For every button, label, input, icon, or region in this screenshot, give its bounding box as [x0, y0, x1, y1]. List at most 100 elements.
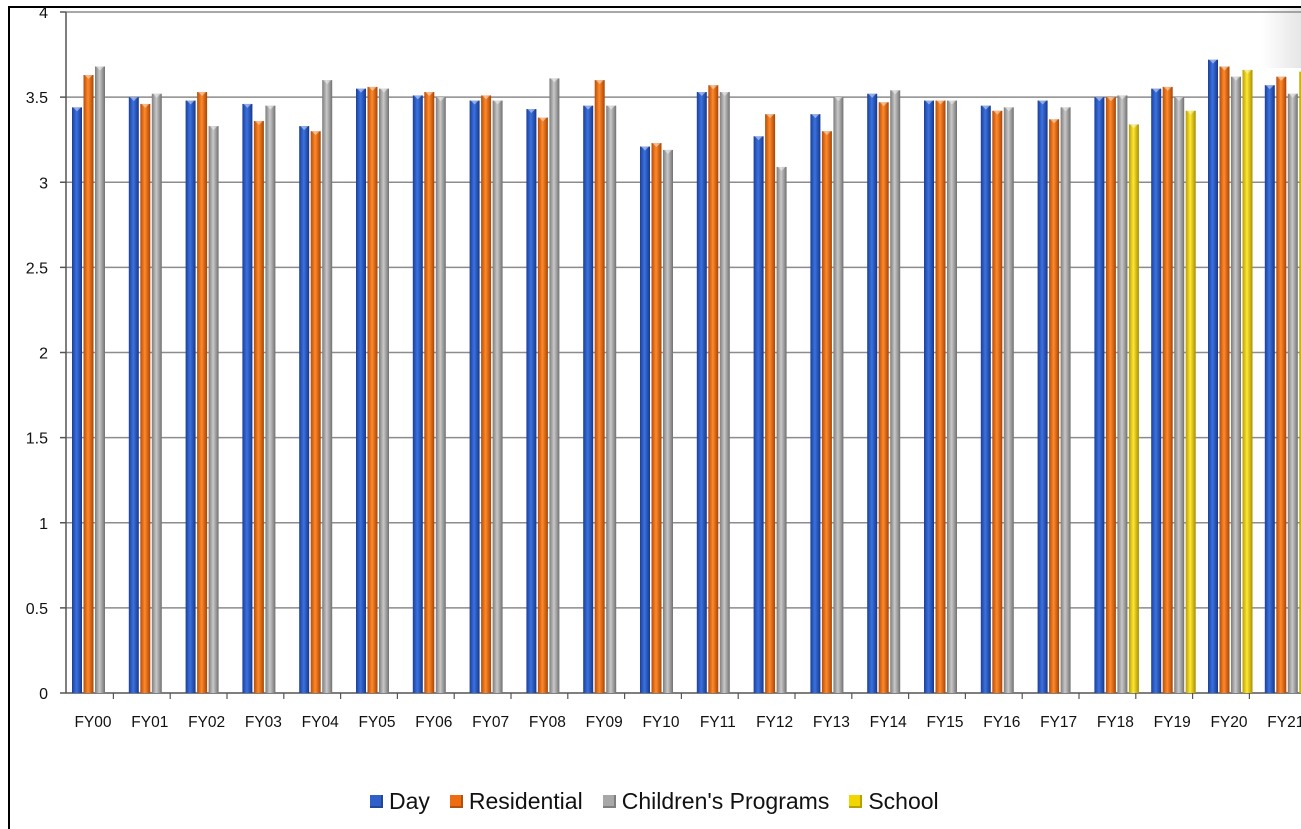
bar-day — [753, 136, 764, 694]
bar-top-highlight — [1129, 124, 1138, 129]
y-tick-label: 3 — [39, 175, 48, 192]
bar-school — [1185, 110, 1196, 694]
bar-top-highlight — [266, 105, 275, 110]
x-tick-label: FY10 — [642, 714, 679, 731]
bar-top-highlight — [754, 136, 763, 141]
bar-children-s-programs — [1174, 97, 1185, 693]
bar-top-highlight — [1209, 59, 1217, 64]
bar-top-highlight — [300, 126, 309, 131]
bar-children-s-programs — [1003, 107, 1014, 694]
x-tick-label: FY19 — [1154, 714, 1191, 731]
bar-day — [128, 97, 139, 693]
bar-top-highlight — [652, 143, 661, 148]
bar-children-s-programs — [890, 90, 901, 693]
bar-top-highlight — [482, 95, 491, 100]
x-tick-label: FY21 — [1267, 714, 1301, 731]
bar-school — [1242, 69, 1253, 693]
bar-top-highlight — [664, 149, 672, 154]
bar-day — [299, 126, 310, 693]
bar-top-highlight — [129, 97, 138, 102]
bar-top-highlight — [550, 78, 559, 83]
x-tick-label: FY05 — [358, 714, 395, 731]
bar-children-s-programs — [95, 66, 105, 694]
x-tick-label: FY18 — [1097, 714, 1134, 731]
x-tick-label: FY16 — [983, 714, 1020, 731]
y-tick-label: 0 — [39, 686, 48, 703]
bar-children-s-programs — [322, 80, 333, 694]
bar-top-highlight — [73, 107, 81, 112]
y-tick-label: 1 — [39, 516, 48, 533]
bar-top-highlight — [777, 166, 786, 171]
bar-top-highlight — [209, 126, 218, 131]
y-tick-label: 0.5 — [26, 601, 48, 618]
bar-top-highlight — [1152, 88, 1161, 93]
bar-day — [1264, 85, 1275, 693]
bar-children-s-programs — [1231, 76, 1241, 693]
bar-day — [867, 93, 878, 694]
x-tick-label: FY00 — [74, 714, 111, 731]
bar-top-highlight — [1243, 69, 1252, 74]
y-tick-label: 3.5 — [26, 90, 48, 107]
bar-top-highlight — [1277, 76, 1286, 81]
x-tick-label: FY20 — [1210, 714, 1247, 731]
legend-item: Residential — [449, 788, 583, 815]
bar-residential — [765, 114, 776, 693]
x-tick-label: FY06 — [415, 714, 452, 731]
bar-top-highlight — [527, 109, 536, 114]
bar-residential — [821, 131, 832, 694]
bar-day — [640, 146, 650, 693]
bar-top-highlight — [493, 100, 502, 105]
legend-item: School — [849, 788, 939, 815]
x-tick-label: FY13 — [813, 714, 850, 731]
bar-day — [72, 107, 82, 694]
bar-children-s-programs — [719, 92, 730, 693]
legend-swatch — [849, 795, 863, 808]
bar-children-s-programs — [435, 97, 446, 693]
bar-top-highlight — [84, 74, 93, 79]
bar-children-s-programs — [549, 78, 560, 693]
bar-children-s-programs — [151, 93, 162, 694]
bar-top-highlight — [254, 120, 263, 125]
bar-top-highlight — [993, 110, 1002, 115]
bar-top-highlight — [709, 85, 718, 90]
bar-top-highlight — [1004, 107, 1013, 112]
bar-top-highlight — [1288, 93, 1297, 98]
bar-children-s-programs — [947, 100, 957, 693]
bar-day — [526, 109, 537, 694]
chart-edge-fade — [1261, 8, 1301, 68]
bar-top-highlight — [380, 88, 388, 93]
legend-item: Children's Programs — [602, 788, 829, 815]
x-tick-label: FY15 — [926, 714, 963, 731]
bar-residential — [83, 74, 94, 694]
bar-top-highlight — [607, 105, 616, 110]
bar-day — [1151, 88, 1162, 694]
bar-top-highlight — [1050, 119, 1059, 124]
bar-top-highlight — [198, 92, 207, 97]
bar-school — [1299, 71, 1301, 693]
legend-swatch — [602, 795, 616, 808]
bar-children-s-programs — [265, 105, 276, 693]
bar-children-s-programs — [606, 105, 617, 693]
bar-children-s-programs — [776, 166, 787, 694]
x-tick-label: FY08 — [529, 714, 566, 731]
bar-residential — [1049, 119, 1060, 693]
bar-day — [980, 105, 991, 693]
bar-top-highlight — [243, 103, 252, 108]
bar-top-highlight — [425, 92, 434, 97]
bar-top-highlight — [584, 105, 593, 110]
bar-day — [583, 105, 594, 693]
bar-top-highlight — [368, 86, 377, 91]
bar-children-s-programs — [379, 88, 389, 694]
y-tick-label: 4 — [39, 5, 48, 22]
bar-top-highlight — [96, 66, 104, 71]
bar-residential — [878, 102, 889, 694]
bar-top-highlight — [822, 131, 831, 136]
legend-swatch — [449, 795, 463, 808]
x-tick-label: FY11 — [700, 714, 736, 731]
bar-top-highlight — [936, 100, 945, 105]
bar-top-highlight — [1186, 110, 1195, 115]
bar-top-highlight — [152, 93, 161, 98]
bars — [72, 59, 1301, 694]
bar-residential — [140, 103, 151, 693]
x-tick-label: FY03 — [245, 714, 282, 731]
